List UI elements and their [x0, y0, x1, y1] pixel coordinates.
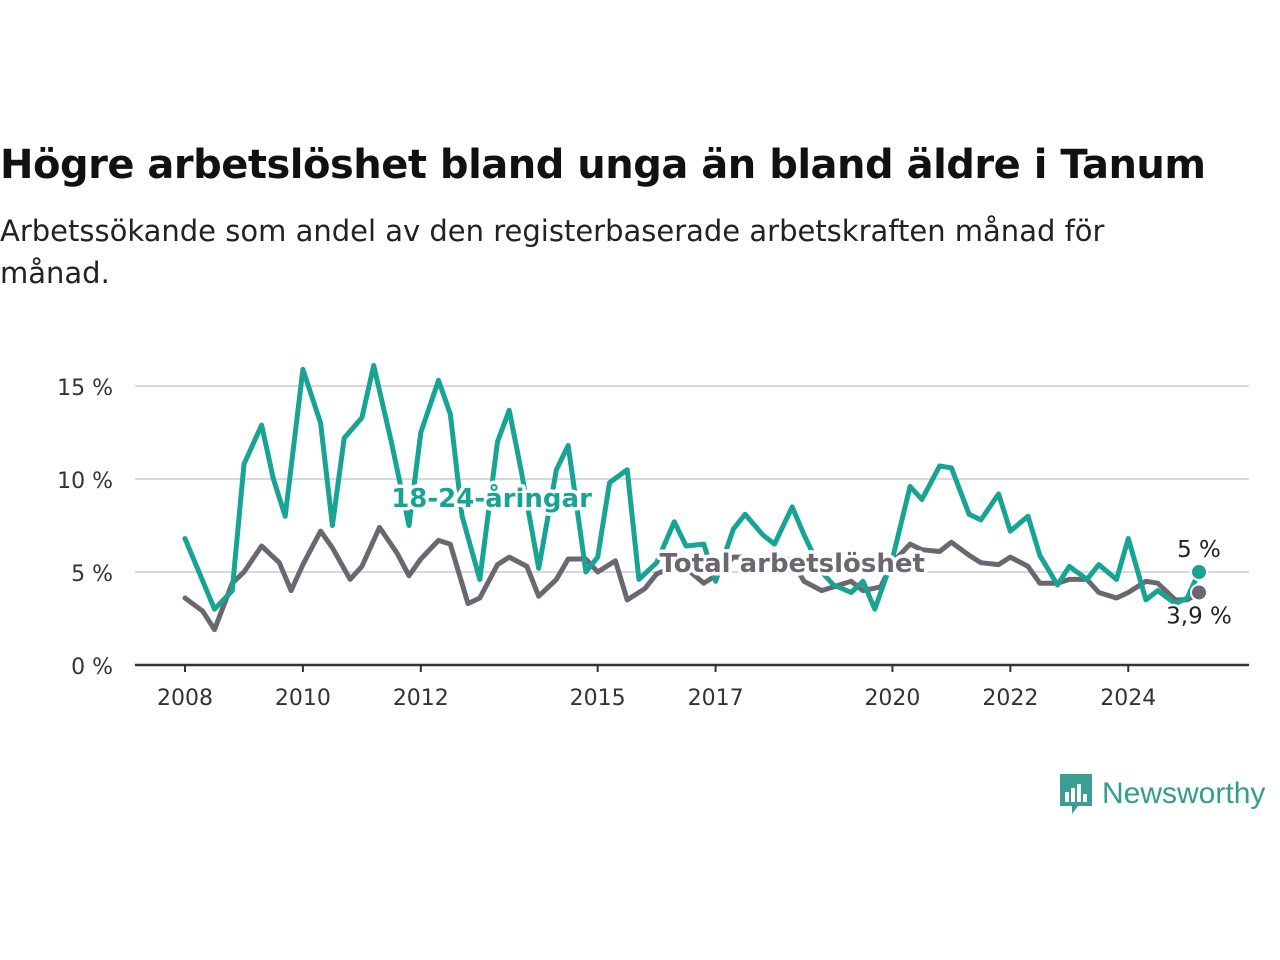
series-end-label: 5 % — [1177, 537, 1221, 563]
x-tick-label: 2020 — [864, 686, 920, 711]
brand-logo: Newsworthy — [1058, 772, 1265, 816]
y-axis-ticks: 0 % 5 % 10 % 15 % — [57, 376, 113, 680]
series-end-point — [1190, 583, 1208, 602]
x-tick-label: 2008 — [157, 686, 213, 711]
x-axis-ticks: 2008 2010 2012 2015 2017 2020 2022 2024 — [157, 665, 1156, 711]
y-tick-label: 15 % — [57, 376, 113, 401]
grid-layer — [135, 385, 1249, 667]
y-tick-label: 10 % — [57, 469, 113, 494]
series-end-label: 3,9 % — [1166, 603, 1232, 629]
series-labels: 5 % 3,9 % 18-24-åringar Total arbetslöshet — [388, 478, 1235, 632]
x-tick-label: 2010 — [275, 686, 331, 711]
x-tick-label: 2022 — [982, 686, 1038, 711]
x-tick-label: 2015 — [570, 686, 626, 711]
series-name-label: 18-24-åringar — [391, 482, 592, 514]
series-line-1 — [182, 524, 1202, 633]
y-tick-label: 0 % — [71, 655, 113, 680]
y-tick-label: 5 % — [71, 562, 113, 587]
chart-title: Högre arbetslöshet bland unga än bland ä… — [0, 142, 1206, 188]
chart-subtitle: Arbetssökande som andel av den registerb… — [0, 214, 1105, 290]
x-tick-label: 2017 — [688, 686, 744, 711]
newsworthy-logo-icon — [1060, 774, 1092, 814]
series-line-0 — [182, 363, 1202, 612]
x-tick-label: 2024 — [1100, 686, 1156, 711]
brand-name: Newsworthy — [1102, 777, 1266, 810]
series-end-point — [1190, 563, 1208, 581]
x-tick-label: 2012 — [393, 686, 449, 711]
series-name-label: Total arbetslöshet — [660, 549, 925, 579]
series-layer — [182, 363, 1202, 633]
